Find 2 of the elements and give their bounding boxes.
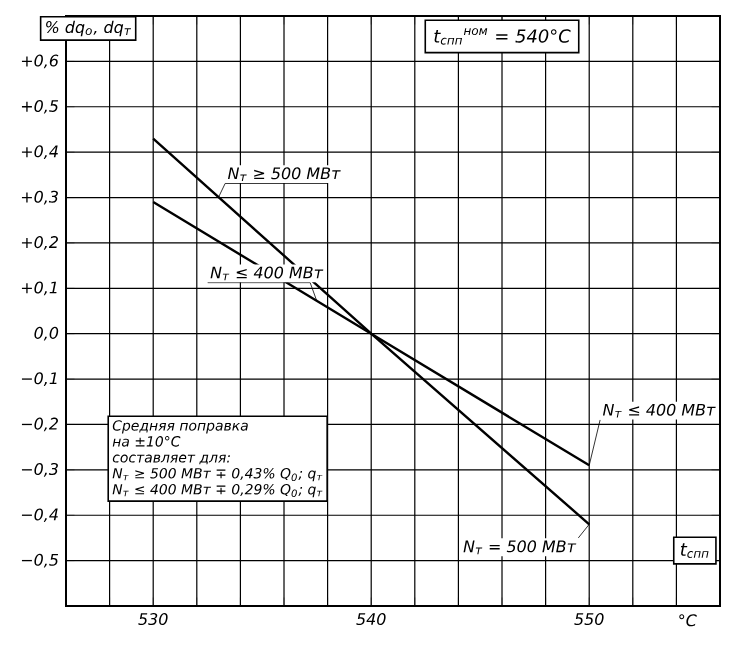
annotation: t$_{спп}$$^{ном}$ = 540°С xyxy=(434,28,571,45)
x-axis-title: t$_{спп}$ xyxy=(680,543,709,558)
